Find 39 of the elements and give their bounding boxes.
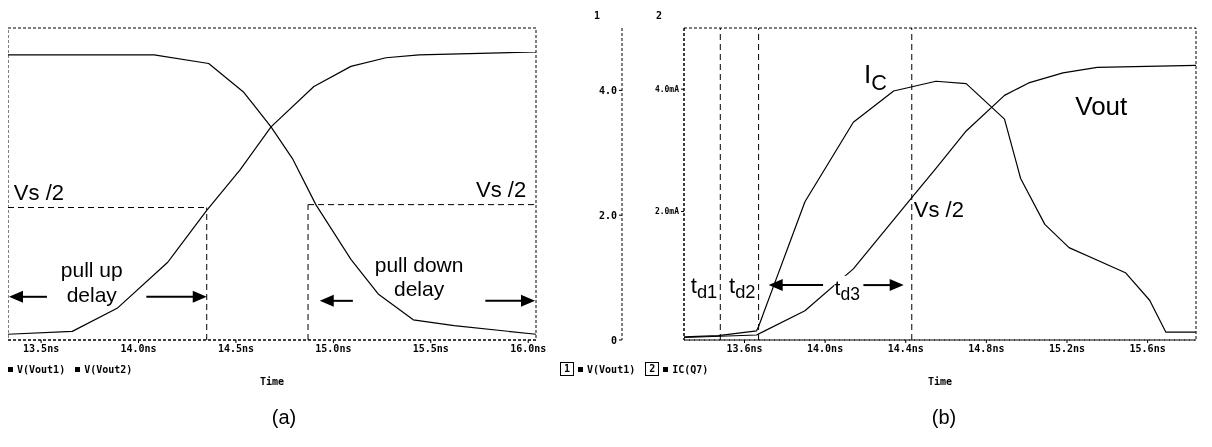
legend-label: V(Vout1) bbox=[17, 363, 66, 375]
text: 2 bbox=[649, 363, 656, 374]
text: (a) bbox=[270, 406, 298, 429]
x-tick-label: 15.2ns bbox=[1048, 343, 1086, 355]
y-axis-title: 1 bbox=[594, 10, 601, 21]
y2-axis-title: 2 bbox=[656, 10, 663, 21]
text: 1 bbox=[564, 363, 571, 374]
x-tick-label: 14.0ns bbox=[807, 343, 844, 355]
annotation: pull down delay bbox=[373, 252, 465, 301]
y-tick-label: 4.0 bbox=[598, 85, 617, 97]
ref-line-label: t$_{d1}$ bbox=[690, 273, 718, 304]
x-tick-label: 15.0ns bbox=[315, 343, 352, 355]
x-axis-title: Time bbox=[258, 376, 286, 387]
ref-line-label: Vs /2 bbox=[913, 197, 964, 224]
text: (b) bbox=[930, 406, 958, 429]
annotation: I$_{C}$ bbox=[864, 59, 887, 96]
x-tick-label: 16.0ns bbox=[510, 343, 547, 355]
y2-tick-label: 2.0mA bbox=[654, 207, 680, 217]
ref-line-label: t$_{d2}$ bbox=[729, 273, 756, 304]
y-tick-label: 0 bbox=[610, 335, 617, 346]
ref-line-label: Vs /2 bbox=[476, 176, 527, 203]
x-tick-label: 14.0ns bbox=[120, 343, 157, 355]
x-axis-title: Time bbox=[926, 376, 954, 387]
legend-label: V(Vout2) bbox=[84, 363, 133, 375]
x-tick-label: 14.4ns bbox=[887, 343, 924, 355]
legend-label: V(Vout1) bbox=[587, 363, 636, 375]
x-tick-label: 14.5ns bbox=[217, 343, 255, 355]
text: IC(Q7) bbox=[672, 363, 709, 375]
annotation: t$_{d3}$ bbox=[834, 275, 860, 305]
annotation: Vout bbox=[1075, 90, 1128, 122]
y-tick-label: 2.0 bbox=[598, 210, 617, 222]
y2-tick-label: 4.0mA bbox=[654, 85, 680, 95]
x-tick-label: 15.6ns bbox=[1129, 343, 1166, 355]
x-tick-label: 13.6ns bbox=[726, 343, 763, 355]
x-tick-label: 14.8ns bbox=[968, 343, 1005, 355]
x-tick-label: 13.5ns bbox=[23, 343, 60, 355]
x-tick-label: 15.5ns bbox=[412, 343, 449, 355]
ref-line-label: Vs /2 bbox=[13, 179, 64, 206]
annotation: pull up delay bbox=[59, 258, 124, 307]
